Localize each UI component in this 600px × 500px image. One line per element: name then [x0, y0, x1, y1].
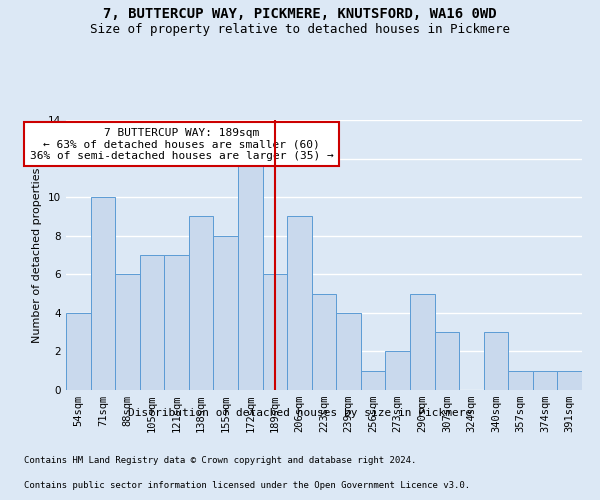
- Bar: [140, 255, 164, 390]
- Bar: [287, 216, 312, 390]
- Bar: [263, 274, 287, 390]
- Bar: [91, 197, 115, 390]
- Bar: [410, 294, 434, 390]
- Bar: [312, 294, 336, 390]
- Text: 7 BUTTERCUP WAY: 189sqm
← 63% of detached houses are smaller (60)
36% of semi-de: 7 BUTTERCUP WAY: 189sqm ← 63% of detache…: [29, 128, 334, 161]
- Bar: [214, 236, 238, 390]
- Bar: [361, 370, 385, 390]
- Text: 7, BUTTERCUP WAY, PICKMERE, KNUTSFORD, WA16 0WD: 7, BUTTERCUP WAY, PICKMERE, KNUTSFORD, W…: [103, 8, 497, 22]
- Bar: [336, 313, 361, 390]
- Text: Contains public sector information licensed under the Open Government Licence v3: Contains public sector information licen…: [24, 481, 470, 490]
- Bar: [164, 255, 189, 390]
- Bar: [66, 313, 91, 390]
- Text: Contains HM Land Registry data © Crown copyright and database right 2024.: Contains HM Land Registry data © Crown c…: [24, 456, 416, 465]
- Bar: [115, 274, 140, 390]
- Y-axis label: Number of detached properties: Number of detached properties: [32, 168, 43, 342]
- Bar: [508, 370, 533, 390]
- Text: Size of property relative to detached houses in Pickmere: Size of property relative to detached ho…: [90, 22, 510, 36]
- Bar: [238, 158, 263, 390]
- Bar: [533, 370, 557, 390]
- Bar: [557, 370, 582, 390]
- Bar: [189, 216, 214, 390]
- Bar: [434, 332, 459, 390]
- Text: Distribution of detached houses by size in Pickmere: Distribution of detached houses by size …: [128, 408, 472, 418]
- Bar: [385, 352, 410, 390]
- Bar: [484, 332, 508, 390]
